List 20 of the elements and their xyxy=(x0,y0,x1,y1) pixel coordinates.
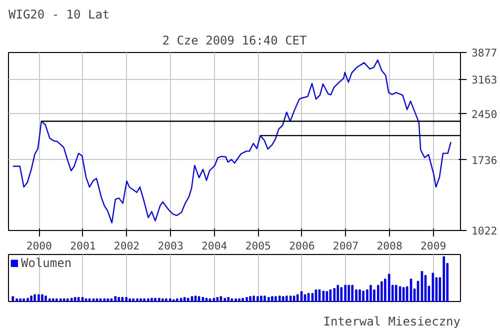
chart-subtitle: 2 Cze 2009 16:40 CET xyxy=(162,34,307,48)
x-tick-label: 2005 xyxy=(245,240,271,252)
y-tick-label: 3163 xyxy=(472,74,498,87)
y-tick-label: 2450 xyxy=(472,108,498,121)
text: Interwal Miesieczny xyxy=(323,314,461,328)
chart-title: WIG20 - 10 Lat xyxy=(8,8,110,22)
x-tick-label: 2003 xyxy=(158,240,184,252)
x-tick-label: 2009 xyxy=(420,240,446,252)
line-series xyxy=(12,59,452,224)
x-tick-label: 2008 xyxy=(376,240,402,252)
x-tick-label: 2000 xyxy=(26,240,52,252)
x-tick-label: 2002 xyxy=(114,240,140,252)
x-tick-label: 2004 xyxy=(202,240,228,252)
x-tick-label: 2007 xyxy=(332,240,359,252)
x-tick-label: 2006 xyxy=(289,240,315,252)
y-tick-label: 1736 xyxy=(472,154,498,167)
y-tick-label: 1022 xyxy=(472,224,498,238)
legend-label: Wolumen xyxy=(21,256,72,270)
x-tick-label: 2001 xyxy=(70,240,96,252)
y-tick-label: 3877 xyxy=(472,46,498,60)
